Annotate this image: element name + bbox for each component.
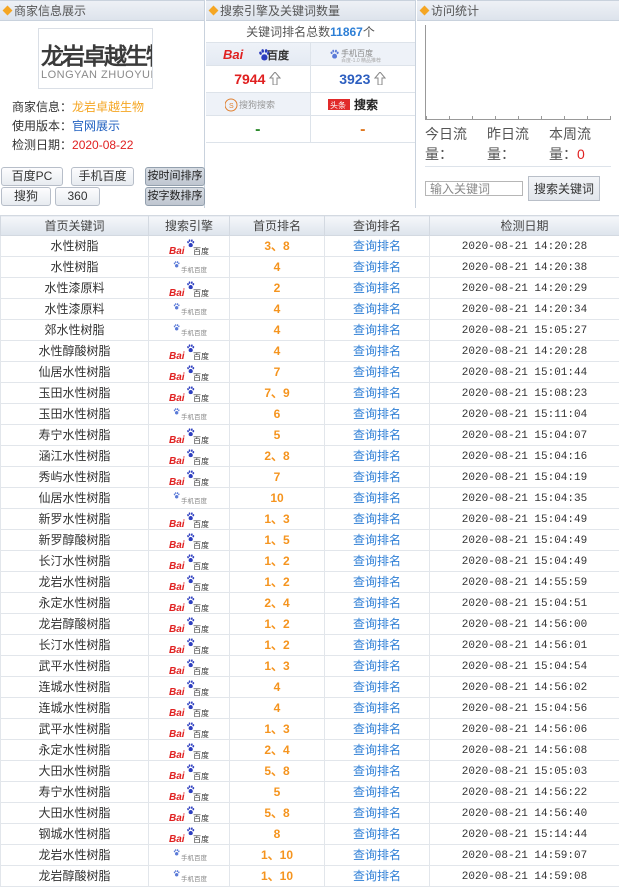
svg-text:Bai: Bai [169,393,185,404]
svg-text:Bai: Bai [169,771,185,782]
svg-text:手机百度: 手机百度 [181,874,208,883]
svg-text:百度: 百度 [267,48,290,62]
svg-text:手机百度: 手机百度 [341,48,373,58]
svg-text:Bai: Bai [169,288,185,299]
svg-text:百度: 百度 [193,477,209,487]
svg-text:百度: 百度 [193,792,209,802]
svg-text:Bai: Bai [169,687,185,698]
svg-text:百度: 百度 [193,372,209,382]
svg-text:Bai: Bai [169,582,185,593]
svg-text:Bai: Bai [169,624,185,635]
svg-text:百度: 百度 [193,519,209,529]
svg-text:Bai: Bai [169,792,185,803]
svg-text:Bai: Bai [169,246,185,257]
svg-text:搜索: 搜索 [354,98,378,112]
svg-text:Bai: Bai [169,435,185,446]
svg-text:Bai: Bai [169,645,185,656]
svg-text:Bai: Bai [169,372,185,383]
svg-text:手机百度: 手机百度 [181,412,208,421]
svg-text:Bai: Bai [169,750,185,761]
svg-text:百度: 百度 [193,456,209,466]
svg-text:Bai: Bai [169,708,185,719]
svg-text:百度: 百度 [193,624,209,634]
svg-text:百度: 百度 [193,603,209,613]
svg-text:Bai: Bai [169,456,185,467]
svg-text:百度: 百度 [193,540,209,550]
svg-text:手机百度: 手机百度 [181,328,208,337]
svg-text:搜狗搜索: 搜狗搜索 [239,99,275,110]
svg-text:Bai: Bai [169,813,185,824]
svg-text:S: S [229,103,234,110]
svg-text:百度-1.0 精品推荐: 百度-1.0 精品推荐 [341,57,381,63]
svg-text:Bai: Bai [169,603,185,614]
svg-text:百度: 百度 [193,288,209,298]
svg-text:百度: 百度 [193,582,209,592]
svg-text:头条: 头条 [330,100,346,110]
svg-text:百度: 百度 [193,687,209,697]
svg-text:百度: 百度 [193,834,209,844]
svg-text:手机百度: 手机百度 [181,265,208,274]
svg-text:Bai: Bai [223,47,244,62]
svg-text:百度: 百度 [193,750,209,760]
svg-text:Bai: Bai [169,519,185,530]
svg-text:Bai: Bai [169,477,185,488]
svg-text:百度: 百度 [193,351,209,361]
svg-text:手机百度: 手机百度 [181,307,208,316]
svg-text:百度: 百度 [193,645,209,655]
svg-text:Bai: Bai [169,540,185,551]
svg-text:百度: 百度 [193,666,209,676]
svg-text:Bai: Bai [169,561,185,572]
svg-text:百度: 百度 [193,393,209,403]
svg-text:百度: 百度 [193,561,209,571]
svg-text:百度: 百度 [193,435,209,445]
svg-text:百度: 百度 [193,708,209,718]
svg-text:Bai: Bai [169,729,185,740]
svg-text:Bai: Bai [169,834,185,845]
svg-text:Bai: Bai [169,351,185,362]
svg-text:Bai: Bai [169,666,185,677]
svg-text:百度: 百度 [193,246,209,256]
svg-text:百度: 百度 [193,813,209,823]
svg-text:百度: 百度 [193,729,209,739]
svg-text:百度: 百度 [193,771,209,781]
svg-text:手机百度: 手机百度 [181,496,208,505]
